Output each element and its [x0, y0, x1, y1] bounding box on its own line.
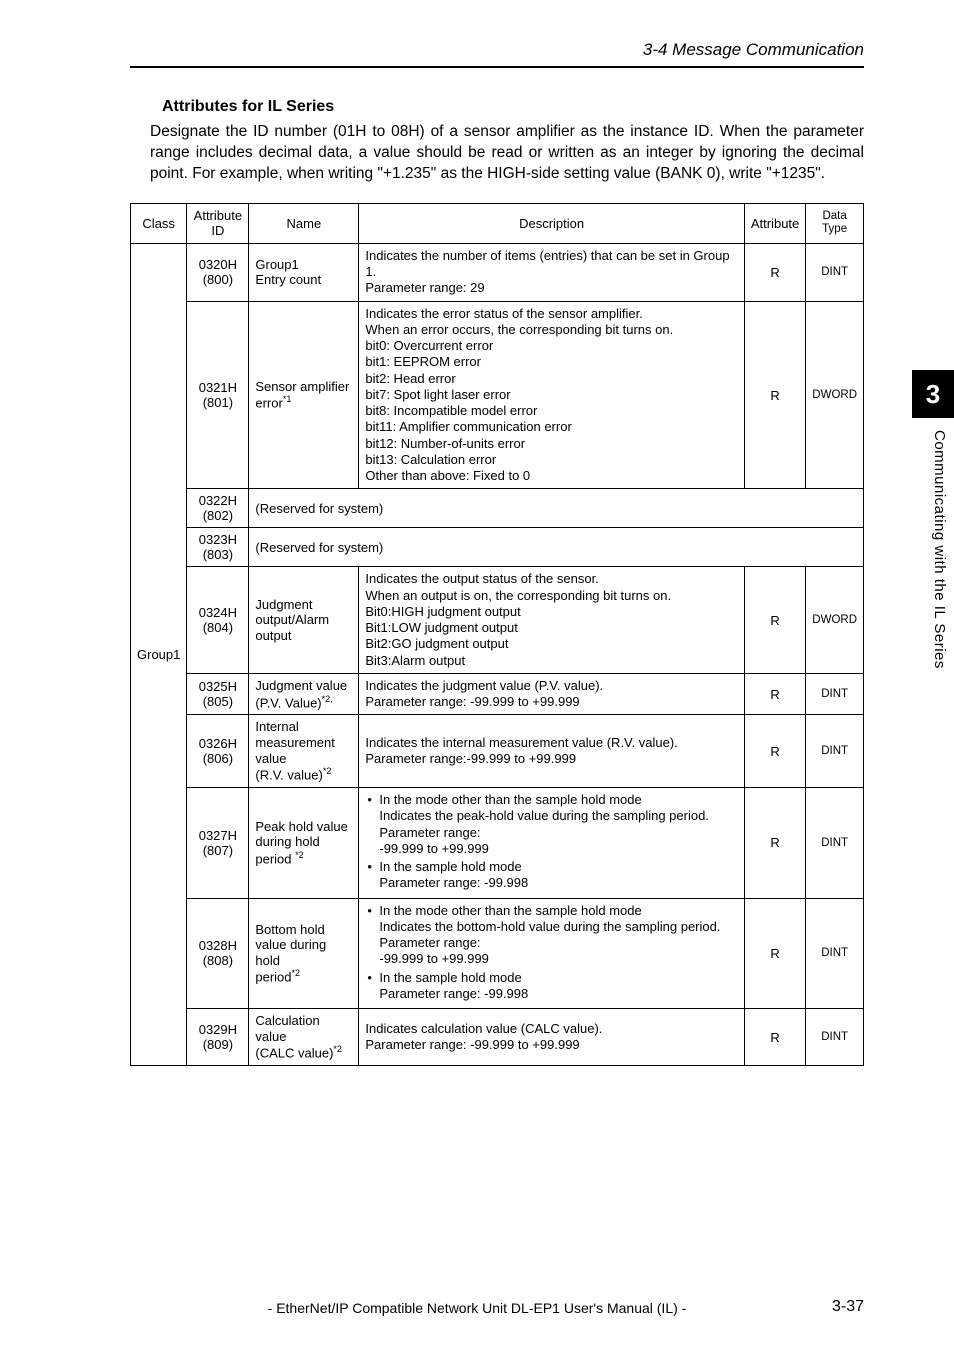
intro-paragraph: Designate the ID number (01H to 08H) of … — [150, 122, 864, 185]
dtype-cell: DINT — [806, 243, 864, 301]
dtype-cell: DINT — [806, 898, 864, 1009]
attr-cell: R — [744, 567, 805, 674]
dtype-cell: DWORD — [806, 567, 864, 674]
desc-cell: In the mode other than the sample hold m… — [359, 898, 744, 1009]
reserved-cell: (Reserved for system) — [249, 528, 864, 567]
desc-cell: Indicates the judgment value (P.V. value… — [359, 673, 744, 715]
attrid-cell: 0327H(807) — [187, 788, 249, 899]
th-dtype: Data Type — [806, 203, 864, 243]
attr-cell: R — [744, 301, 805, 489]
th-attr: Attribute — [744, 203, 805, 243]
attrid-cell: 0329H(809) — [187, 1009, 249, 1066]
desc-cell: Indicates calculation value (CALC value)… — [359, 1009, 744, 1066]
class-cell: Group1 — [131, 243, 187, 1065]
dtype-cell: DINT — [806, 1009, 864, 1066]
chapter-tab: 3 — [912, 370, 954, 418]
attrid-cell: 0328H(808) — [187, 898, 249, 1009]
table-row: 0324H(804)Judgmentoutput/AlarmoutputIndi… — [131, 567, 864, 674]
attrid-cell: 0326H(806) — [187, 715, 249, 788]
desc-cell: Indicates the output status of the senso… — [359, 567, 744, 674]
table-row: 0323H(803)(Reserved for system) — [131, 528, 864, 567]
table-row: 0328H(808)Bottom holdvalue duringholdper… — [131, 898, 864, 1009]
chapter-side-label: Communicating with the IL Series — [931, 430, 948, 669]
name-cell: Group1Entry count — [249, 243, 359, 301]
table-body: Group10320H(800)Group1Entry countIndicat… — [131, 243, 864, 1065]
desc-cell: In the mode other than the sample hold m… — [359, 788, 744, 899]
name-cell: Peak hold valueduring holdperiod *2 — [249, 788, 359, 899]
table-header-row: Class Attribute ID Name Description Attr… — [131, 203, 864, 243]
table-row: 0329H(809)Calculationvalue(CALC value)*2… — [131, 1009, 864, 1066]
attr-cell: R — [744, 715, 805, 788]
th-name: Name — [249, 203, 359, 243]
name-cell: Judgment value(P.V. Value)*2, — [249, 673, 359, 715]
name-cell: Judgmentoutput/Alarmoutput — [249, 567, 359, 674]
table-row: 0322H(802)(Reserved for system) — [131, 489, 864, 528]
attrid-cell: 0321H(801) — [187, 301, 249, 489]
dtype-cell: DINT — [806, 673, 864, 715]
footer-text: - EtherNet/IP Compatible Network Unit DL… — [0, 1300, 954, 1316]
table-row: 0327H(807)Peak hold valueduring holdperi… — [131, 788, 864, 899]
footer-page-number: 3-37 — [832, 1298, 864, 1316]
section-header: 3-4 Message Communication — [130, 40, 864, 60]
table-row: 0321H(801)Sensor amplifiererror*1Indicat… — [131, 301, 864, 489]
attrid-cell: 0325H(805) — [187, 673, 249, 715]
attr-cell: R — [744, 788, 805, 899]
name-cell: Calculationvalue(CALC value)*2 — [249, 1009, 359, 1066]
attrid-cell: 0320H(800) — [187, 243, 249, 301]
attributes-subtitle: Attributes for IL Series — [162, 98, 864, 116]
dtype-cell: DWORD — [806, 301, 864, 489]
desc-cell: Indicates the number of items (entries) … — [359, 243, 744, 301]
name-cell: Sensor amplifiererror*1 — [249, 301, 359, 489]
reserved-cell: (Reserved for system) — [249, 489, 864, 528]
attrid-cell: 0322H(802) — [187, 489, 249, 528]
dtype-cell: DINT — [806, 788, 864, 899]
attr-cell: R — [744, 1009, 805, 1066]
table-row: Group10320H(800)Group1Entry countIndicat… — [131, 243, 864, 301]
attr-cell: R — [744, 243, 805, 301]
dtype-cell: DINT — [806, 715, 864, 788]
th-desc: Description — [359, 203, 744, 243]
attr-cell: R — [744, 898, 805, 1009]
attr-cell: R — [744, 673, 805, 715]
desc-cell: Indicates the internal measurement value… — [359, 715, 744, 788]
desc-cell: Indicates the error status of the sensor… — [359, 301, 744, 489]
attrid-cell: 0324H(804) — [187, 567, 249, 674]
th-class: Class — [131, 203, 187, 243]
attrid-cell: 0323H(803) — [187, 528, 249, 567]
name-cell: Bottom holdvalue duringholdperiod*2 — [249, 898, 359, 1009]
table-row: 0325H(805)Judgment value(P.V. Value)*2,I… — [131, 673, 864, 715]
attributes-table: Class Attribute ID Name Description Attr… — [130, 203, 864, 1067]
name-cell: Internalmeasurementvalue(R.V. value)*2 — [249, 715, 359, 788]
header-rule — [130, 66, 864, 68]
th-attrid: Attribute ID — [187, 203, 249, 243]
table-row: 0326H(806)Internalmeasurementvalue(R.V. … — [131, 715, 864, 788]
